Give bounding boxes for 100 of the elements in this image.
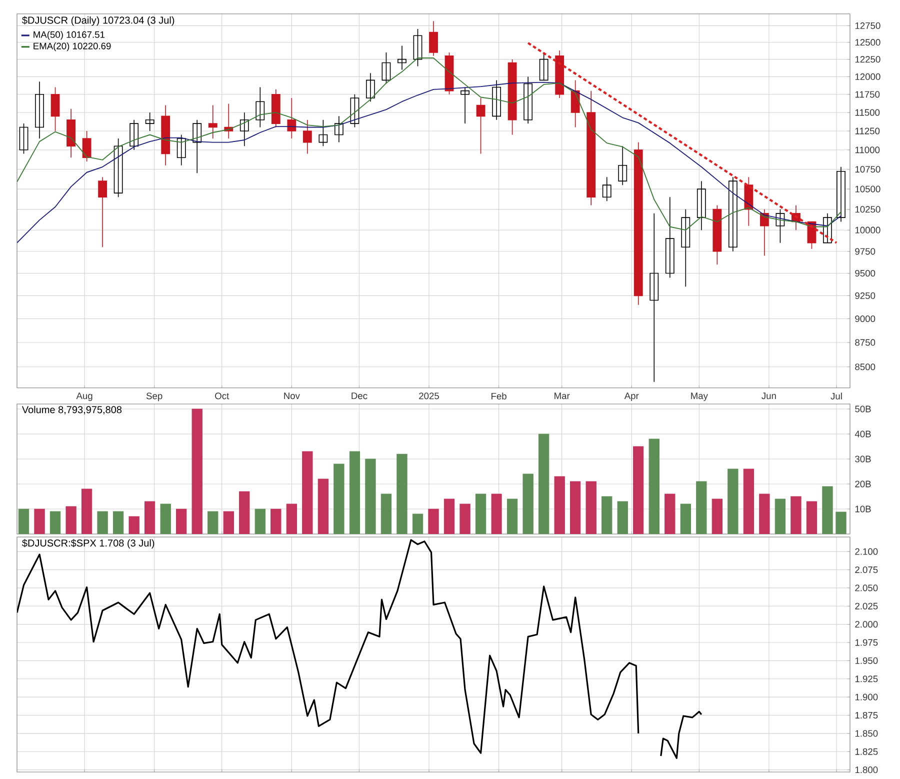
x-tick-label: Oct — [215, 392, 230, 400]
line-series — [17, 82, 842, 244]
y-tick-label: 30B — [855, 456, 871, 462]
y-tick-label: 50B — [855, 406, 871, 412]
bar — [633, 446, 644, 534]
bar — [602, 496, 612, 534]
candlestick — [602, 176, 612, 202]
candlestick — [524, 76, 533, 124]
y-tick-label: 1.925 — [855, 676, 878, 682]
y-tick-label: 1.900 — [855, 694, 878, 700]
bar — [822, 486, 833, 534]
y-tick-label: 2.100 — [855, 548, 878, 555]
y-tick-label: 10B — [855, 506, 871, 512]
candlestick — [66, 108, 76, 158]
y-tick-label: 20B — [855, 480, 871, 488]
bar — [586, 481, 596, 534]
bar — [790, 496, 802, 534]
candlestick — [681, 208, 690, 288]
y-tick-label: 11750 — [855, 91, 880, 98]
y-tick-label: 1.875 — [855, 712, 878, 719]
bar — [34, 508, 45, 534]
candlestick — [634, 142, 643, 306]
bar — [160, 504, 171, 534]
y-tick-label: 9250 — [855, 292, 876, 299]
x-tick-label: Feb — [492, 392, 506, 400]
y-tick-label: 40B — [854, 430, 871, 438]
y-tick-label: 1.800 — [855, 766, 878, 774]
x-tick-label: 2025 — [419, 392, 439, 400]
chart-title: $DJUSCR (Daily) 10723.04 (3 Jul) — [22, 16, 174, 26]
y-tick-label: 10500 — [855, 186, 880, 192]
y-tick-label: 11000 — [855, 146, 880, 154]
candlestick — [161, 104, 170, 166]
candlestick — [508, 58, 517, 136]
bar — [743, 468, 754, 534]
candlestick — [114, 138, 123, 198]
bar — [254, 508, 266, 534]
y-tick-label: 8500 — [855, 364, 876, 370]
bar — [396, 454, 408, 534]
y-tick-label: 9500 — [855, 270, 876, 277]
bar — [460, 504, 470, 534]
y-tick-label: 2.025 — [855, 602, 878, 610]
y-tick-label: 10250 — [855, 206, 880, 213]
candlestick — [145, 112, 154, 132]
x-tick-label: Aug — [76, 392, 92, 401]
chart-title: Volume 8,793,975,808 — [22, 406, 122, 414]
candlestick — [256, 86, 265, 128]
candlestick — [192, 119, 202, 174]
candlestick — [429, 20, 438, 56]
y-tick-label: 12500 — [855, 39, 880, 46]
candlestick — [665, 196, 674, 278]
candlestick — [539, 52, 548, 81]
x-tick-label: Apr — [624, 392, 639, 401]
y-tick-label: 1.850 — [855, 730, 878, 737]
bar — [444, 498, 455, 534]
bar — [302, 451, 313, 534]
y-tick-label: 1.825 — [855, 748, 878, 755]
line-series — [17, 58, 842, 231]
y-tick-label: 2.075 — [855, 566, 878, 574]
y-tick-label: 12250 — [855, 56, 880, 63]
legend-label: EMA(20) 10220.69 — [34, 42, 111, 52]
candlestick — [836, 166, 846, 222]
x-tick-label: Sep — [146, 392, 162, 402]
chart-title: $DJUSCR:$SPX 1.708 (3 Jul) — [22, 539, 154, 549]
y-tick-label: 11250 — [855, 128, 880, 134]
bar — [176, 508, 187, 534]
x-tick-label: May — [691, 392, 708, 401]
candlestick — [696, 180, 706, 230]
candlestick — [98, 176, 108, 248]
y-tick-label: 11500 — [855, 109, 880, 116]
candlestick — [492, 80, 501, 120]
candlestick — [287, 98, 296, 139]
bar — [192, 408, 202, 534]
x-tick-label: Jun — [762, 392, 776, 400]
x-tick-label: Nov — [284, 392, 300, 400]
y-tick-label: 1.975 — [855, 639, 878, 646]
candlestick — [130, 119, 139, 150]
bar — [617, 501, 628, 534]
candlestick — [366, 72, 375, 102]
candlestick — [586, 90, 596, 206]
y-tick-label: 12750 — [855, 22, 880, 29]
candlestick — [208, 104, 218, 139]
bar — [680, 504, 691, 534]
y-tick-label: 12000 — [855, 73, 880, 80]
candlestick — [176, 134, 186, 166]
candlestick — [398, 45, 406, 70]
bar — [728, 468, 738, 534]
candlestick — [413, 28, 422, 67]
candlestick — [318, 119, 328, 147]
x-tick-label: Dec — [352, 392, 368, 400]
x-tick-label: Mar — [554, 392, 570, 400]
candlestick — [35, 81, 44, 139]
candlestick — [240, 112, 249, 147]
bar — [18, 508, 30, 534]
bar — [836, 512, 846, 534]
y-tick-label: 10000 — [855, 226, 880, 234]
y-tick-label: 2.000 — [855, 621, 878, 628]
y-tick-label: 8750 — [855, 339, 876, 346]
y-tick-label: 9750 — [855, 248, 876, 255]
candlestick — [650, 213, 659, 382]
legend-label: MA(50) 10167.51 — [34, 31, 104, 40]
